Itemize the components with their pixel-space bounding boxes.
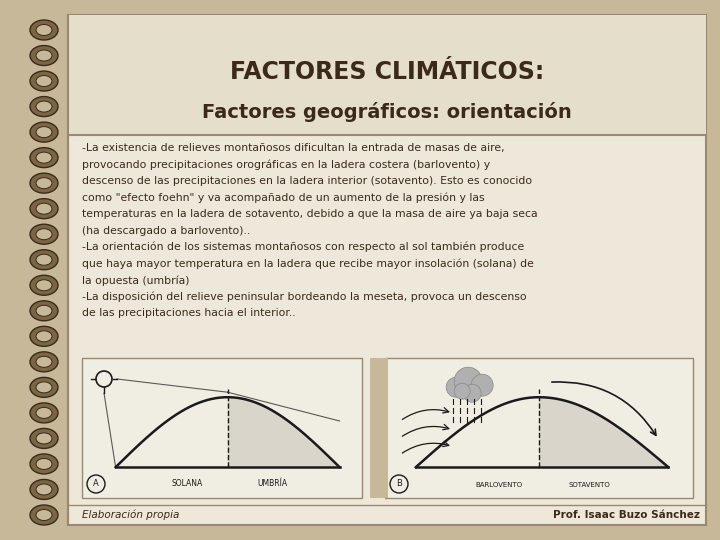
Ellipse shape [30, 352, 58, 372]
Ellipse shape [30, 480, 58, 500]
Ellipse shape [36, 407, 52, 419]
Text: Elaboración propia: Elaboración propia [82, 510, 179, 520]
Ellipse shape [30, 20, 58, 40]
Polygon shape [539, 397, 668, 467]
Ellipse shape [36, 24, 52, 36]
Ellipse shape [30, 326, 58, 346]
Text: de las precipitaciones hacia el interior..: de las precipitaciones hacia el interior… [82, 308, 296, 318]
Ellipse shape [36, 178, 52, 188]
Text: (ha descargado a barlovento)..: (ha descargado a barlovento).. [82, 226, 251, 235]
Ellipse shape [36, 152, 52, 163]
Ellipse shape [36, 356, 52, 367]
Ellipse shape [36, 484, 52, 495]
Ellipse shape [36, 76, 52, 86]
Bar [82, 358, 362, 498]
Ellipse shape [36, 280, 52, 291]
Text: BARLOVENTO: BARLOVENTO [475, 482, 523, 488]
Bar [68, 15, 706, 135]
Ellipse shape [30, 71, 58, 91]
Ellipse shape [30, 97, 58, 117]
Ellipse shape [30, 505, 58, 525]
Ellipse shape [30, 403, 58, 423]
Circle shape [446, 377, 466, 397]
Circle shape [454, 383, 470, 399]
Text: descenso de las precipitaciones en la ladera interior (sotavento). Esto es conoc: descenso de las precipitaciones en la la… [82, 176, 532, 186]
FancyBboxPatch shape [68, 15, 706, 525]
Ellipse shape [36, 382, 52, 393]
Ellipse shape [36, 305, 52, 316]
Text: UMBRÍA: UMBRÍA [258, 479, 288, 488]
Ellipse shape [36, 50, 52, 61]
Ellipse shape [36, 126, 52, 138]
Ellipse shape [30, 454, 58, 474]
Text: SOTAVENTO: SOTAVENTO [568, 482, 610, 488]
Text: FACTORES CLIMÁTICOS:: FACTORES CLIMÁTICOS: [230, 60, 544, 84]
Ellipse shape [36, 331, 52, 342]
Ellipse shape [30, 147, 58, 167]
Ellipse shape [30, 301, 58, 321]
Text: la opuesta (umbría): la opuesta (umbría) [82, 275, 189, 286]
Bar [370, 358, 388, 498]
Ellipse shape [30, 122, 58, 142]
Text: como "efecto foehn" y va acompañado de un aumento de la presión y las: como "efecto foehn" y va acompañado de u… [82, 192, 485, 203]
Bar [385, 358, 693, 498]
Ellipse shape [30, 45, 58, 65]
Text: provocando precipitaciones orográficas en la ladera costera (barlovento) y: provocando precipitaciones orográficas e… [82, 159, 490, 170]
Circle shape [463, 384, 481, 402]
Ellipse shape [30, 224, 58, 244]
Ellipse shape [36, 229, 52, 240]
Polygon shape [228, 397, 340, 467]
Text: temperaturas en la ladera de sotavento, debido a que la masa de aire ya baja sec: temperaturas en la ladera de sotavento, … [82, 209, 538, 219]
Text: -La orientación de los sistemas montañosos con respecto al sol también produce: -La orientación de los sistemas montaños… [82, 242, 524, 253]
Text: B: B [396, 480, 402, 489]
Text: -La disposición del relieve peninsular bordeando la meseta, provoca un descenso: -La disposición del relieve peninsular b… [82, 292, 526, 302]
Ellipse shape [36, 510, 52, 521]
Text: -La existencia de relieves montañosos dificultan la entrada de masas de aire,: -La existencia de relieves montañosos di… [82, 143, 505, 153]
Ellipse shape [30, 428, 58, 448]
Circle shape [471, 374, 493, 396]
Ellipse shape [36, 254, 52, 265]
Text: Factores geográficos: orientación: Factores geográficos: orientación [202, 102, 572, 122]
Ellipse shape [30, 377, 58, 397]
Ellipse shape [36, 203, 52, 214]
Text: SOLANA: SOLANA [172, 479, 203, 488]
Ellipse shape [30, 173, 58, 193]
Ellipse shape [30, 249, 58, 270]
Ellipse shape [36, 433, 52, 444]
Ellipse shape [30, 275, 58, 295]
Text: Prof. Isaac Buzo Sánchez: Prof. Isaac Buzo Sánchez [553, 510, 700, 520]
Ellipse shape [36, 458, 52, 469]
Circle shape [454, 367, 482, 395]
Text: A: A [93, 480, 99, 489]
Ellipse shape [36, 101, 52, 112]
Ellipse shape [30, 199, 58, 219]
Text: que haya mayor temperatura en la ladera que recibe mayor insolación (solana) de: que haya mayor temperatura en la ladera … [82, 259, 534, 269]
